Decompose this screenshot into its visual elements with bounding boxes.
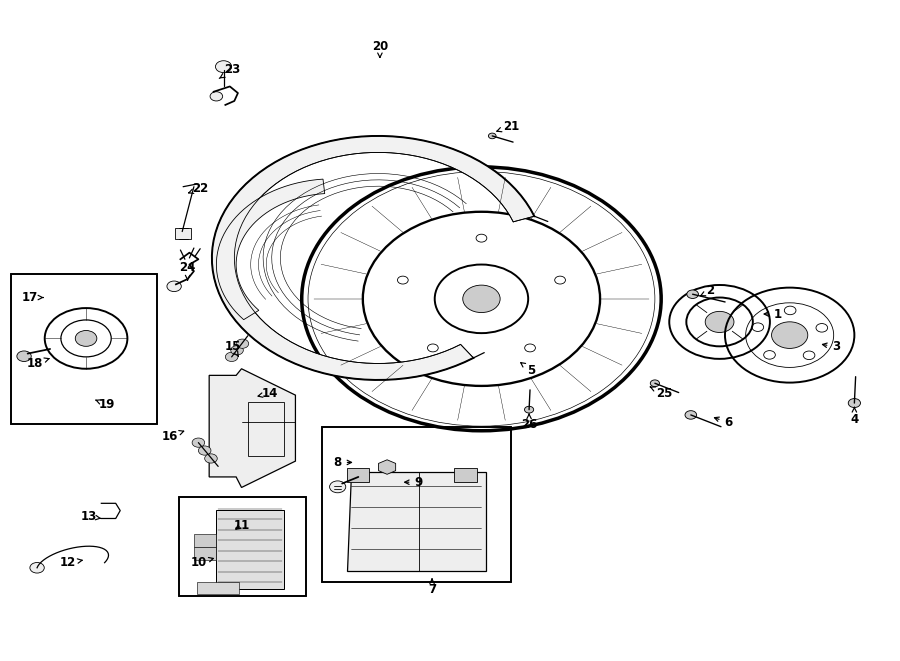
Circle shape — [685, 410, 697, 419]
Bar — [248, 402, 284, 456]
Bar — [178, 496, 306, 596]
Bar — [12, 274, 157, 424]
Text: 8: 8 — [334, 456, 352, 469]
Text: 6: 6 — [715, 416, 733, 430]
Circle shape — [489, 133, 496, 139]
Circle shape — [525, 407, 534, 413]
Text: 14: 14 — [258, 387, 278, 400]
Text: 18: 18 — [27, 357, 49, 370]
Circle shape — [192, 438, 204, 447]
Circle shape — [225, 352, 238, 362]
Polygon shape — [175, 227, 191, 239]
Circle shape — [706, 311, 734, 332]
Polygon shape — [209, 369, 295, 487]
Circle shape — [30, 563, 44, 573]
Circle shape — [198, 446, 211, 455]
Text: 5: 5 — [521, 363, 535, 377]
Circle shape — [166, 281, 181, 292]
Polygon shape — [194, 547, 216, 560]
Bar — [322, 428, 511, 582]
Circle shape — [849, 399, 860, 408]
Circle shape — [17, 351, 32, 362]
Text: 9: 9 — [405, 476, 423, 488]
Circle shape — [236, 339, 248, 348]
Text: 24: 24 — [179, 261, 196, 280]
Text: 10: 10 — [190, 556, 213, 569]
Text: 4: 4 — [850, 407, 859, 426]
Circle shape — [76, 330, 97, 346]
Circle shape — [210, 92, 222, 101]
Text: 3: 3 — [823, 340, 841, 354]
Circle shape — [463, 285, 500, 313]
Circle shape — [771, 322, 808, 348]
Text: 12: 12 — [60, 556, 82, 569]
Text: 23: 23 — [220, 63, 240, 79]
Circle shape — [329, 481, 346, 492]
Bar — [346, 468, 369, 483]
Circle shape — [204, 454, 217, 463]
Polygon shape — [194, 533, 216, 547]
Text: 26: 26 — [521, 414, 537, 431]
Polygon shape — [216, 179, 325, 320]
Text: 21: 21 — [497, 120, 519, 132]
Bar — [322, 428, 511, 582]
Polygon shape — [216, 510, 284, 589]
Text: 16: 16 — [161, 430, 184, 442]
Text: 19: 19 — [95, 398, 115, 411]
Text: 7: 7 — [428, 579, 436, 596]
Text: 13: 13 — [81, 510, 100, 523]
Text: 17: 17 — [22, 291, 43, 304]
Polygon shape — [379, 460, 396, 475]
Text: 25: 25 — [650, 387, 672, 400]
Polygon shape — [346, 473, 486, 571]
Bar — [454, 468, 477, 483]
Circle shape — [651, 380, 660, 387]
Text: 20: 20 — [372, 40, 388, 58]
Text: 1: 1 — [764, 307, 782, 321]
Polygon shape — [212, 136, 535, 380]
Text: 11: 11 — [233, 519, 249, 531]
Bar — [178, 496, 306, 596]
Bar — [12, 274, 157, 424]
Circle shape — [230, 346, 243, 355]
Circle shape — [215, 61, 231, 73]
Polygon shape — [196, 582, 238, 594]
Text: 15: 15 — [224, 340, 240, 356]
Text: 2: 2 — [701, 284, 715, 297]
Circle shape — [687, 290, 698, 299]
Text: 22: 22 — [189, 182, 208, 195]
